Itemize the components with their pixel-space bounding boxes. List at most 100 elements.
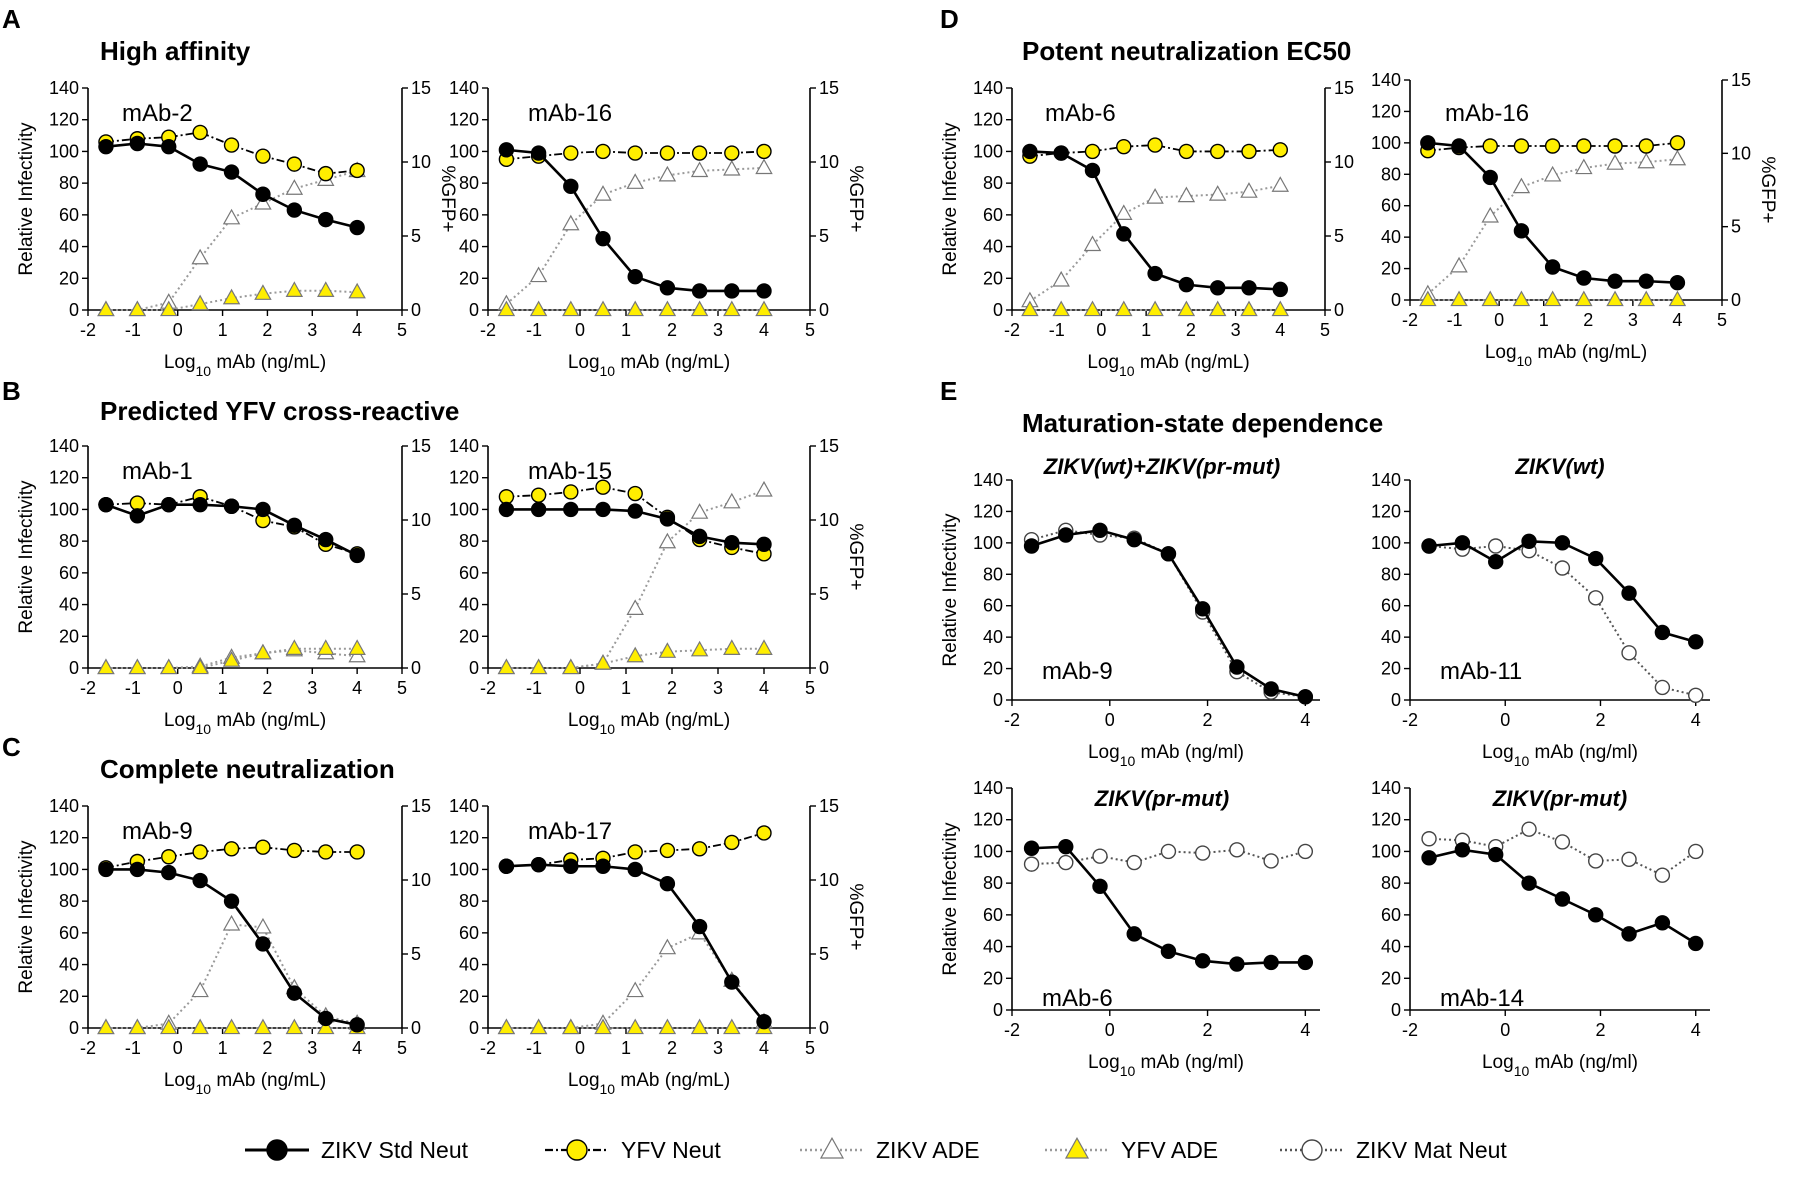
y2-tick-label: 15: [819, 78, 839, 98]
data-point: [691, 528, 708, 545]
x-tick-label: -2: [480, 320, 496, 340]
y2-tick-label: 5: [411, 944, 421, 964]
x-tick-label: 0: [575, 1038, 585, 1058]
series-line: [506, 647, 764, 669]
data-point: [755, 639, 773, 655]
x-tick-label: -2: [1402, 1020, 1418, 1040]
series-yfv-ade: [497, 1018, 773, 1035]
chart-subtitle: ZIKV(wt)+ZIKV(pr-mut): [1043, 454, 1280, 479]
data-point: [191, 294, 209, 311]
legend-item-yfv_ade: YFV ADE: [1045, 1136, 1218, 1163]
y2-tick-label: 0: [1731, 290, 1741, 310]
y-tick-label: 20: [459, 626, 479, 646]
data-point: [1116, 226, 1132, 242]
data-point: [658, 642, 677, 658]
data-point: [755, 158, 773, 175]
data-point: [223, 841, 240, 857]
data-point: [160, 300, 178, 317]
data-point: [690, 1018, 709, 1035]
data-point: [594, 654, 612, 670]
y-tick-label: 140: [1371, 470, 1401, 490]
data-point: [626, 1018, 644, 1035]
data-point: [318, 211, 334, 228]
data-point: [658, 300, 677, 317]
data-point: [1297, 954, 1314, 971]
data-point: [658, 532, 677, 549]
y-axis-label: Relative Infectivity: [16, 122, 37, 276]
x-tick-label: 1: [1141, 320, 1151, 340]
legend-label: YFV Neut: [621, 1137, 721, 1163]
data-point: [659, 145, 676, 161]
section-title-e: Maturation-state dependence: [1022, 408, 1383, 438]
y-tick-label: 40: [59, 955, 79, 975]
data-point: [626, 300, 644, 317]
data-point: [1621, 585, 1637, 601]
y-tick-label: 100: [49, 499, 79, 519]
x-tick-label: 2: [667, 678, 677, 698]
data-point: [161, 849, 177, 865]
data-point: [349, 219, 365, 236]
panel-letter-e: E: [940, 376, 957, 406]
data-point: [1421, 850, 1437, 866]
data-point: [1481, 206, 1499, 223]
y2-tick-label: 0: [819, 300, 829, 320]
data-point: [723, 639, 741, 655]
data-point: [1178, 143, 1195, 160]
data-point: [595, 501, 611, 518]
y-tick-label: 40: [59, 237, 79, 257]
data-point: [1092, 848, 1108, 864]
y-tick-label: 80: [59, 173, 79, 193]
data-point: [1263, 681, 1279, 697]
data-point: [191, 1018, 209, 1035]
y-tick-label: 60: [983, 205, 1003, 225]
legend-label: ZIKV Mat Neut: [1356, 1137, 1507, 1163]
series-zikv-std-neut: [1421, 842, 1704, 952]
y-tick-label: 80: [59, 531, 79, 551]
data-point: [1115, 204, 1133, 220]
y-tick-label: 0: [1391, 1000, 1401, 1020]
series-line: [105, 169, 358, 311]
legend-item-zikv_std: ZIKV Std Neut: [245, 1137, 469, 1163]
y-tick-label: 0: [1391, 690, 1401, 710]
data-point: [317, 639, 335, 655]
x-tick-label: 1: [218, 1038, 228, 1058]
data-point: [1194, 953, 1211, 969]
data-point: [690, 300, 709, 317]
data-point: [349, 1017, 365, 1033]
data-point: [318, 531, 334, 548]
series-yfv-ade: [97, 639, 366, 675]
y2-tick-label: 5: [411, 584, 421, 604]
data-point: [724, 283, 740, 299]
data-point: [1023, 840, 1040, 856]
y-tick-label: 120: [449, 828, 479, 848]
y2-tick-label: 10: [819, 510, 839, 530]
data-point: [723, 1018, 741, 1035]
series-zikv-std-neut: [1023, 838, 1314, 972]
y-tick-label: 120: [973, 110, 1003, 130]
data-point: [1654, 867, 1671, 883]
x-tick-label: 2: [1203, 1020, 1213, 1040]
y2-tick-label: 0: [411, 1018, 421, 1038]
x-tick-label: 0: [173, 1038, 183, 1058]
y-tick-label: 60: [459, 205, 479, 225]
x-tick-label: 2: [1595, 1020, 1605, 1040]
data-point: [1638, 138, 1654, 154]
x-tick-label: 5: [397, 1038, 407, 1058]
y-tick-label: 100: [49, 141, 79, 161]
data-point: [627, 485, 643, 502]
legend-label: YFV ADE: [1121, 1137, 1218, 1163]
y-tick-label: 100: [449, 859, 479, 879]
data-point: [160, 1018, 178, 1035]
x-tick-label: 3: [307, 678, 317, 698]
chart-subtitle: ZIKV(wt): [1514, 454, 1604, 479]
y-tick-label: 140: [449, 78, 479, 98]
data-point: [1554, 560, 1571, 576]
y-tick-label: 20: [459, 268, 479, 288]
chart-label: mAb-6: [1045, 100, 1116, 127]
data-point: [723, 492, 741, 509]
data-point: [530, 487, 547, 503]
data-point: [254, 917, 272, 934]
y-axis-label: Relative Infectivity: [940, 122, 961, 276]
data-point: [627, 861, 643, 878]
